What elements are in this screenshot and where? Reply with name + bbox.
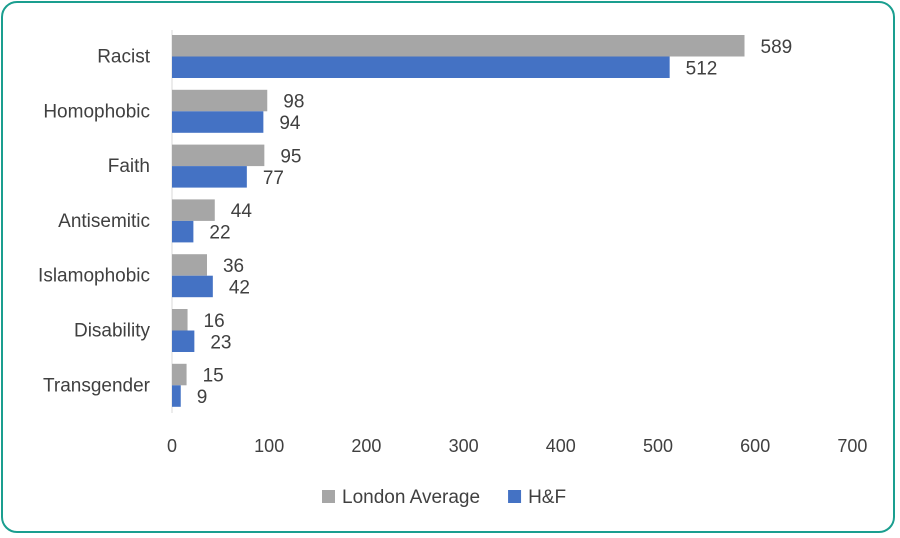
bar-london-average-disability	[172, 309, 188, 331]
x-tick-label-600: 600	[740, 436, 770, 456]
category-label-faith: Faith	[108, 156, 150, 177]
bar-h-f-homophobic	[172, 111, 264, 133]
bar-h-f-disability	[172, 330, 195, 352]
bar-london-average-faith	[172, 144, 265, 167]
data-label-h-f-disability: 23	[210, 332, 231, 353]
x-axis-ticks: 0 100 200 300 400 500 600 700	[167, 436, 867, 456]
category-labels: Racist Homophobic Faith Antisemitic Islamoph…	[38, 47, 151, 397]
data-label-london-average-antisemitic: 44	[231, 201, 253, 222]
legend-swatch-london-average	[322, 490, 335, 503]
bar-london-average-racist	[172, 35, 745, 57]
data-label-london-average-faith: 95	[280, 146, 301, 167]
data-label-h-f-homophobic: 94	[279, 113, 301, 134]
bars-layer	[171, 30, 745, 413]
data-label-h-f-antisemitic: 22	[209, 223, 230, 244]
bar-london-average-islamophobic	[172, 254, 207, 276]
bar-h-f-racist	[172, 56, 670, 78]
bar-h-f-transgender	[172, 385, 181, 407]
data-label-london-average-disability: 16	[204, 311, 225, 332]
bar-london-average-transgender	[172, 363, 187, 386]
category-label-transgender: Transgender	[43, 375, 151, 396]
data-label-london-average-transgender: 15	[203, 366, 224, 387]
category-label-antisemitic: Antisemitic	[58, 211, 150, 232]
bar-h-f-islamophobic	[172, 275, 213, 298]
x-tick-label-500: 500	[643, 436, 673, 456]
x-tick-label-0: 0	[167, 436, 177, 456]
data-label-london-average-islamophobic: 36	[223, 256, 244, 277]
data-label-h-f-islamophobic: 42	[229, 277, 250, 298]
x-tick-label-200: 200	[351, 436, 381, 456]
data-label-h-f-transgender: 9	[197, 387, 208, 408]
bar-london-average-homophobic	[172, 89, 268, 112]
bar-h-f-faith	[172, 166, 247, 188]
data-label-h-f-racist: 512	[686, 58, 718, 79]
category-label-racist: Racist	[97, 47, 151, 68]
category-label-islamophobic: Islamophobic	[38, 266, 150, 287]
data-label-london-average-homophobic: 98	[283, 92, 304, 113]
x-tick-label-400: 400	[546, 436, 576, 456]
category-label-homophobic: Homophobic	[43, 101, 150, 122]
legend-swatch-h-f	[508, 490, 522, 503]
data-label-h-f-faith: 77	[263, 168, 284, 189]
x-tick-label-100: 100	[254, 436, 284, 456]
legend-label-h-f: H&F	[528, 487, 566, 508]
legend-label-london-average: London Average	[342, 487, 480, 508]
bar-london-average-antisemitic	[172, 199, 215, 221]
category-label-disability: Disability	[74, 321, 151, 342]
bar-h-f-antisemitic	[172, 220, 194, 243]
x-tick-label-700: 700	[837, 436, 867, 456]
legend: London Average H&F	[322, 487, 566, 508]
x-tick-label-300: 300	[449, 436, 479, 456]
data-label-london-average-racist: 589	[761, 37, 793, 58]
